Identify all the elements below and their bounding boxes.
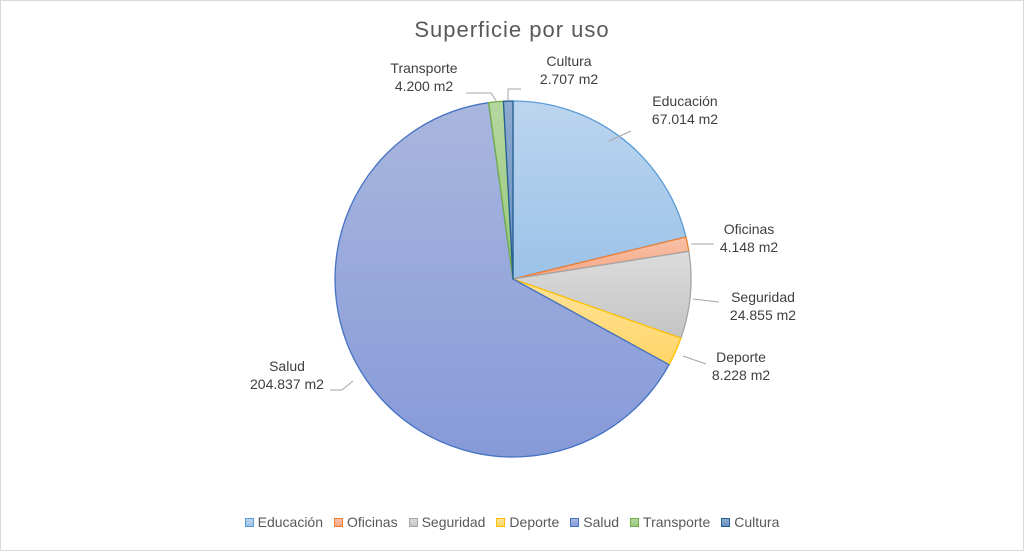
data-label-value: 24.855 m2 [730,307,796,323]
legend-item-seguridad: Seguridad [408,514,486,530]
data-label-deporte: Deporte 8.228 m2 [712,349,771,383]
data-label-category: Transporte [390,60,457,76]
leader-lines [330,88,720,391]
data-label-value: 8.228 m2 [712,367,771,383]
legend-swatch [630,517,640,527]
legend-swatch [334,517,344,527]
legend-swatch [570,517,580,527]
data-label-educacion: Educación 67.014 m2 [652,93,718,127]
legend-label: Seguridad [421,514,486,530]
data-labels: Educación 67.014 m2 Oficinas 4.148 m2 Seguri… [250,53,796,392]
leader-line-salud [330,380,354,391]
leader-line-deporte [682,355,707,365]
data-label-oficinas: Oficinas 4.148 m2 [720,221,779,255]
legend-swatch [408,517,418,527]
legend-label: Educación [257,514,324,530]
leader-line-transporte [466,92,498,103]
legend-swatch [244,517,254,527]
data-label-value: 2.707 m2 [540,71,599,87]
legend-item-cultura: Cultura [721,514,779,530]
legend-label: Oficinas [347,514,398,530]
legend-label: Cultura [734,514,780,530]
legend-swatch [496,517,506,527]
legend-item-deporte: Deporte [496,514,559,530]
legend-item-transporte: Transporte [630,514,710,530]
leader-line-seguridad [692,298,720,303]
legend-label: Transporte [643,514,711,530]
slice-cultura [502,100,514,280]
data-label-category: Oficinas [724,221,775,237]
data-label-cultura: Cultura 2.707 m2 [540,53,599,87]
data-label-category: Salud [269,358,305,374]
data-label-value: 4.200 m2 [395,78,454,94]
leader-line-educacion [608,130,632,142]
data-label-category: Deporte [716,349,766,365]
legend-item-salud: Salud [570,514,619,530]
legend-label: Deporte [509,514,560,530]
legend-label: Salud [583,514,620,530]
data-label-value: 204.837 m2 [250,376,324,392]
data-label-value: 67.014 m2 [652,111,718,127]
data-label-category: Cultura [546,53,591,69]
legend: Educación Oficinas Seguridad Deporte Salud Tr… [1,514,1023,530]
legend-item-oficinas: Oficinas [334,514,398,530]
data-label-seguridad: Seguridad 24.855 m2 [730,289,796,323]
slices-layer [334,100,692,458]
data-label-value: 4.148 m2 [720,239,779,255]
data-label-salud: Salud 204.837 m2 [250,358,324,392]
data-label-transporte: Transporte 4.200 m2 [390,60,457,94]
leader-line-cultura [507,88,521,100]
legend-swatch [721,517,731,527]
data-label-category: Seguridad [731,289,795,305]
slice-educacion [512,100,687,280]
chart-title: Superficie por uso [414,17,610,42]
slice-salud [334,102,670,458]
legend-item-educacion: Educación [244,514,324,530]
data-label-category: Educación [652,93,717,109]
